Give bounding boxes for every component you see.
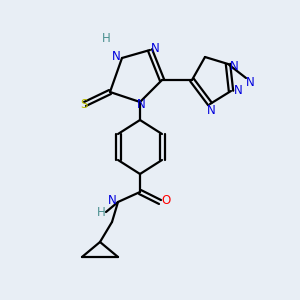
Text: N: N — [207, 103, 215, 116]
Text: H: H — [102, 32, 110, 46]
Text: N: N — [108, 194, 116, 208]
Text: N: N — [234, 83, 242, 97]
Text: N: N — [246, 76, 254, 88]
Text: N: N — [136, 98, 146, 110]
Text: S: S — [80, 98, 88, 112]
Text: N: N — [230, 59, 238, 73]
Text: O: O — [161, 194, 171, 208]
Text: H: H — [97, 206, 105, 218]
Text: N: N — [151, 43, 159, 56]
Text: N: N — [112, 50, 120, 64]
